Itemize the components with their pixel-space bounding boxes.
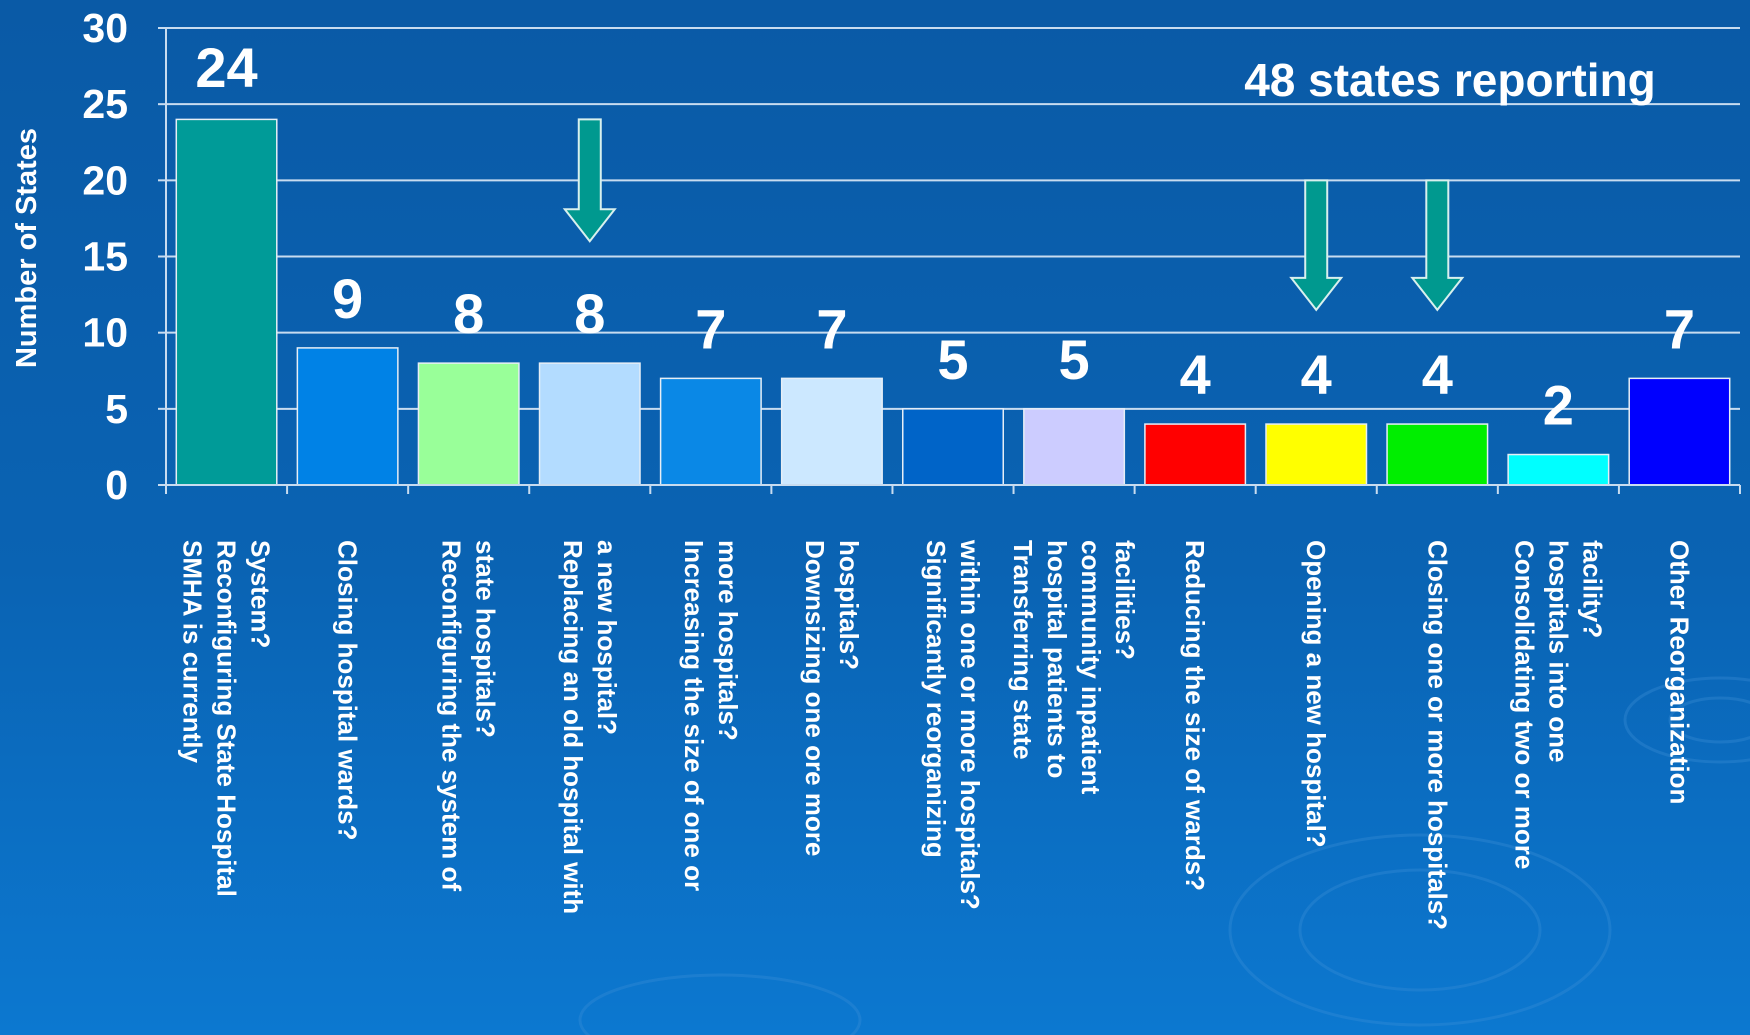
bar	[902, 408, 1004, 486]
bar	[1265, 423, 1368, 486]
category-label-line: Transferring state	[1008, 540, 1038, 760]
background-ripples	[578, 676, 1750, 1035]
data-label: 4	[1180, 343, 1211, 406]
bar	[1507, 453, 1610, 486]
category-label-line: Reconfiguring the system of	[437, 540, 467, 891]
bar	[175, 118, 278, 486]
data-label: 5	[1058, 328, 1089, 391]
bar	[1386, 423, 1489, 486]
category-labels: SMHA is currently Reconfiguring State Hos…	[178, 539, 1695, 930]
category-label: Closing hospital wards?	[333, 540, 363, 840]
data-label: 4	[1422, 343, 1453, 406]
data-label: 4	[1301, 343, 1332, 406]
category-label: Significantly reorganizing within one or …	[921, 539, 985, 910]
category-label-line: Increasing the size of one or	[679, 540, 709, 891]
category-label-line: Consolidating two or more	[1509, 540, 1539, 869]
category-label: Downsizing one ore more hospitals?	[800, 540, 864, 856]
category-label-line: Downsizing one ore more	[800, 540, 830, 856]
data-label: 7	[816, 297, 847, 360]
bar	[417, 362, 520, 486]
y-tick-label: 0	[105, 462, 128, 508]
category-label-line: Other Reorganization	[1664, 540, 1694, 804]
category-label-line: Closing hospital wards?	[333, 540, 363, 840]
bar	[1144, 423, 1247, 486]
category-label-line: a new hospital?	[592, 540, 622, 735]
data-label: 9	[332, 267, 363, 330]
y-tick-label: 20	[82, 157, 128, 203]
data-label: 24	[195, 36, 257, 99]
bar	[1023, 408, 1126, 486]
y-tick-label: 30	[82, 5, 128, 51]
data-label: 8	[453, 282, 484, 345]
bars	[175, 118, 1731, 486]
y-tick-label: 15	[82, 234, 128, 280]
category-label: Transferring state hospital patients to co…	[1008, 540, 1140, 795]
down-arrow-icon	[1410, 179, 1465, 312]
category-label: Consolidating two or more hospitals into …	[1509, 540, 1607, 869]
category-label-line: facility?	[1577, 540, 1607, 638]
category-label: Opening a new hospital?	[1301, 540, 1331, 848]
x-axis-ticks	[165, 485, 1741, 494]
category-label-line: facilities?	[1110, 540, 1140, 660]
bar	[780, 377, 883, 486]
category-label-line: more hospitals?	[713, 540, 743, 741]
down-arrow-icon	[562, 118, 617, 243]
category-label: Other Reorganization	[1664, 540, 1694, 804]
down-arrow-icon	[1289, 179, 1344, 312]
data-label: 5	[937, 328, 968, 391]
y-tick-label: 5	[105, 386, 128, 432]
category-label: Replacing an old hospital with a new hosp…	[558, 540, 622, 914]
category-label-line: Significantly reorganizing	[921, 540, 951, 858]
category-label-line: within one or more hospitals?	[955, 539, 985, 910]
category-label: Reconfiguring the system of state hospita…	[437, 540, 501, 891]
bar	[538, 362, 641, 486]
data-label: 8	[574, 282, 605, 345]
category-label-line: SMHA is currently	[178, 540, 208, 764]
plot-area: 0 5 10 15 20 25 30 24 9 8 8 7 7 5 5 4 4 4 2 7 SMHA is curr…	[82, 5, 1741, 930]
data-label: 7	[1664, 297, 1695, 360]
category-label-line: Reducing the size of wards?	[1180, 540, 1210, 891]
category-label-line: community inpatient	[1076, 540, 1106, 795]
data-label: 2	[1543, 374, 1574, 437]
bar	[659, 377, 762, 486]
category-label-line: Replacing an old hospital with	[558, 540, 588, 914]
category-label-line: Opening a new hospital?	[1301, 540, 1331, 848]
bar	[1628, 377, 1731, 486]
bar	[296, 347, 399, 486]
states-reporting-annotation: 48 states reporting	[1244, 54, 1656, 106]
value-labels: 24 9 8 8 7 7 5 5 4 4 4 2 7	[195, 36, 1695, 437]
y-axis-tick-labels: 0 5 10 15 20 25 30	[82, 5, 166, 508]
category-label-line: hospitals into one	[1543, 540, 1573, 762]
category-label-line: Closing one or more hospitals?	[1422, 540, 1452, 930]
category-label-line: System?	[246, 540, 276, 648]
y-axis-label: Number of States	[11, 128, 43, 368]
category-label-line: state hospitals?	[471, 540, 501, 738]
y-tick-label: 25	[82, 81, 128, 127]
category-label-line: hospitals?	[834, 540, 864, 670]
highlight-arrows	[562, 118, 1465, 312]
category-label-line: Reconfiguring State Hospital	[212, 540, 242, 897]
category-label-line: hospital patients to	[1042, 540, 1072, 778]
category-label: Closing one or more hospitals?	[1422, 540, 1452, 930]
category-label: Increasing the size of one or more hospit…	[679, 540, 743, 891]
data-label: 7	[695, 297, 726, 360]
category-label: Reducing the size of wards?	[1180, 540, 1210, 891]
category-label: SMHA is currently Reconfiguring State Hos…	[178, 540, 276, 897]
y-tick-label: 10	[82, 310, 128, 356]
